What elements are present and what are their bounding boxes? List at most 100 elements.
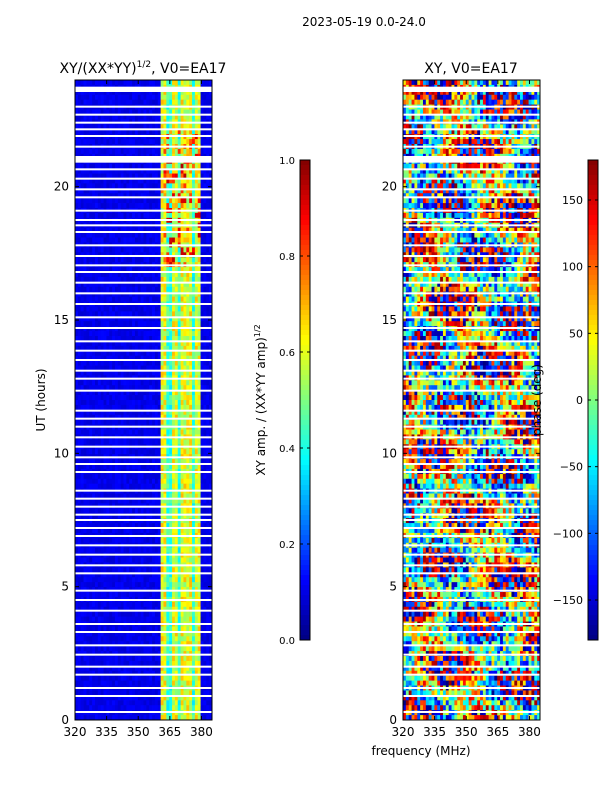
- colorbar-step: [300, 380, 310, 386]
- flagged-row: [75, 316, 212, 319]
- y-tick-label: 5: [389, 580, 397, 594]
- flagged-row: [75, 631, 212, 633]
- flagged-row: [75, 673, 212, 676]
- colorbar-step: [300, 335, 310, 341]
- colorbar-step: [588, 435, 598, 441]
- flagged-row: [403, 231, 540, 233]
- colorbar-tick-label: 50: [569, 327, 583, 340]
- flagged-row: [75, 224, 212, 227]
- colorbar-step: [300, 270, 310, 276]
- colorbar-step: [300, 395, 310, 401]
- amplitude-title-exp: 1/2: [137, 60, 151, 70]
- colorbar-step: [588, 260, 598, 266]
- colorbar-step: [588, 425, 598, 431]
- colorbar-step: [300, 200, 310, 206]
- x-tick-label: 350: [127, 725, 150, 739]
- colorbar-step: [300, 520, 310, 526]
- flagged-row: [403, 631, 540, 633]
- colorbar-step: [588, 295, 598, 301]
- colorbar-step: [300, 530, 310, 536]
- flagged-row: [75, 264, 212, 267]
- colorbar-step: [588, 445, 598, 451]
- colorbar-step: [300, 575, 310, 581]
- colorbar-step: [300, 370, 310, 376]
- colorbar-step: [300, 315, 310, 321]
- colorbar-step: [300, 540, 310, 546]
- colorbar-step: [300, 365, 310, 371]
- colorbar-step: [300, 360, 310, 366]
- amplitude-colorbar-label-main: XY amp. / (XX*YY amp): [254, 337, 268, 475]
- flagged-row: [403, 471, 540, 473]
- amplitude-panel-title: XY/(XX*YY)1/2, V0=EA17: [60, 60, 227, 77]
- colorbar-step: [588, 570, 598, 576]
- colorbar-step: [300, 490, 310, 496]
- flagged-row: [403, 377, 540, 380]
- colorbar-step: [588, 315, 598, 321]
- colorbar-step: [588, 525, 598, 531]
- flagged-row: [403, 436, 540, 439]
- colorbar-step: [300, 205, 310, 211]
- colorbar-step: [300, 180, 310, 186]
- x-tick-label: 320: [64, 725, 87, 739]
- flagged-row: [403, 564, 540, 567]
- colorbar-step: [588, 615, 598, 621]
- flagged-row: [403, 224, 540, 227]
- colorbar-step: [300, 420, 310, 426]
- colorbar-step: [588, 250, 598, 256]
- flagged-row: [75, 244, 212, 247]
- colorbar-step: [300, 505, 310, 511]
- colorbar-step: [300, 330, 310, 336]
- colorbar-step: [300, 160, 310, 166]
- amplitude-colorbar-ticks: 0.0 0.2 0.4 0.6 0.8 1.0: [279, 156, 310, 647]
- colorbar-step: [588, 575, 598, 581]
- flagged-row: [75, 231, 212, 233]
- amplitude-colorbar: 0.0 0.2 0.4 0.6 0.8 1.0 XY amp. / (XX*YY amp)…: [253, 156, 311, 647]
- amplitude-axis-ticks: 320 335 350 365 380 0 5 10 15 20: [54, 80, 213, 739]
- flagged-row: [75, 695, 212, 697]
- colorbar-tick-label: 0.2: [279, 540, 295, 551]
- flagged-row: [403, 513, 540, 516]
- colorbar-step: [300, 250, 310, 256]
- colorbar-step: [588, 465, 598, 471]
- colorbar-step: [588, 200, 598, 206]
- colorbar-step: [588, 220, 598, 226]
- flagged-row: [403, 544, 540, 547]
- colorbar-tick-label: −50: [560, 461, 583, 474]
- flagged-row: [75, 653, 212, 656]
- flagged-row: [403, 425, 540, 428]
- flagged-row: [75, 623, 212, 625]
- flagged-row: [75, 436, 212, 439]
- colorbar-step: [300, 290, 310, 296]
- colorbar-step: [588, 440, 598, 446]
- colorbar-step: [588, 510, 598, 516]
- y-tick-label: 10: [54, 446, 69, 460]
- flagged-row: [403, 264, 540, 267]
- flagged-row: [403, 188, 540, 191]
- colorbar-step: [300, 525, 310, 531]
- flagged-row: [75, 303, 212, 305]
- colorbar-step: [588, 520, 598, 526]
- x-tick-label: 380: [518, 725, 541, 739]
- flagged-row: [75, 445, 212, 448]
- x-tick-label: 365: [486, 725, 509, 739]
- colorbar-step: [300, 280, 310, 286]
- colorbar-step: [300, 295, 310, 301]
- flagged-row: [75, 145, 212, 148]
- flagged-row: [75, 417, 212, 420]
- flagged-row: [75, 105, 212, 108]
- colorbar-step: [588, 230, 598, 236]
- colorbar-step: [588, 630, 598, 636]
- colorbar-step: [588, 500, 598, 506]
- colorbar-step: [300, 475, 310, 481]
- y-tick-label: 20: [382, 180, 397, 194]
- flagged-row: [403, 535, 540, 537]
- colorbar-tick-label: 1.0: [279, 156, 295, 167]
- flagged-row: [75, 513, 212, 516]
- flagged-row: [75, 527, 212, 529]
- flagged-row: [403, 145, 540, 148]
- flagged-row: [403, 695, 540, 697]
- flagged-row: [403, 244, 540, 247]
- colorbar-step: [300, 630, 310, 636]
- flagged-row: [75, 209, 212, 212]
